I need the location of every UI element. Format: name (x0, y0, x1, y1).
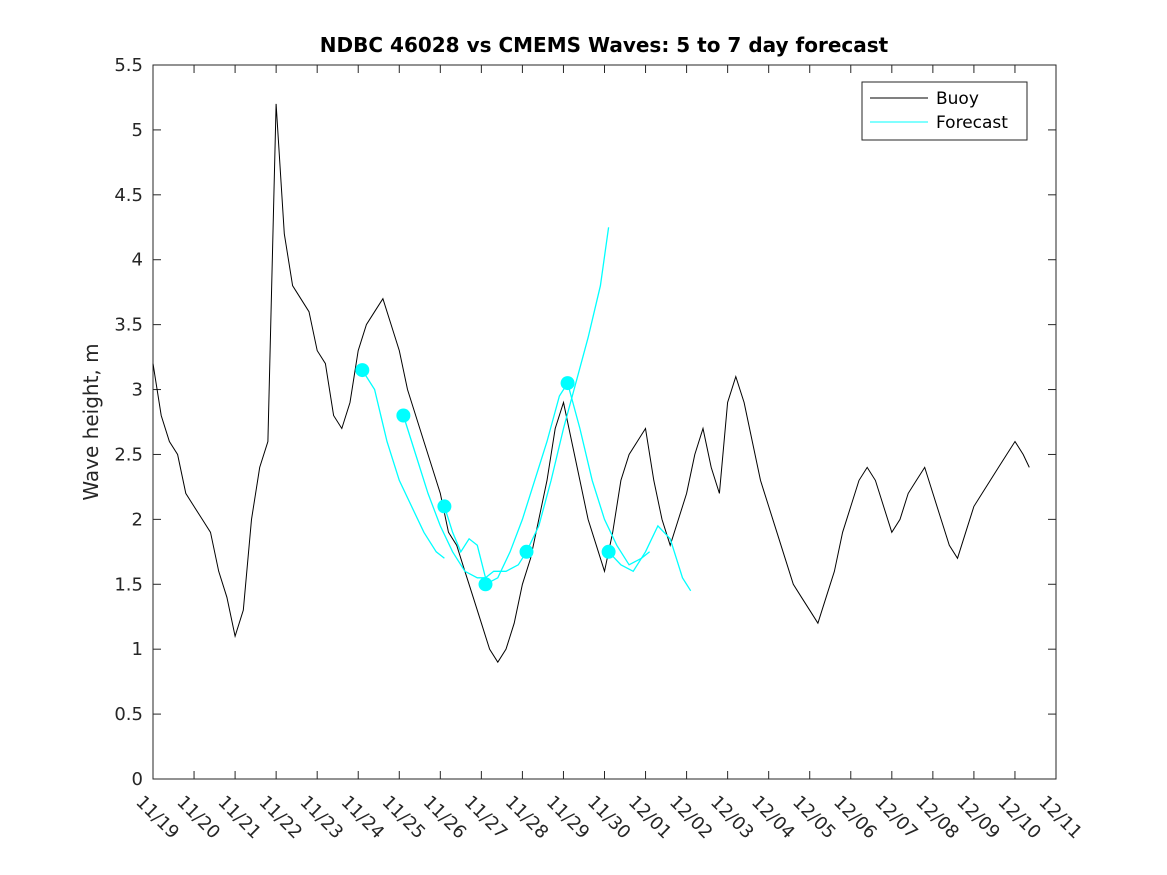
y-tick-label: 1.5 (114, 574, 143, 595)
forecast-line (361, 369, 445, 559)
forecast-line (525, 227, 610, 553)
forecast-line (485, 382, 569, 585)
y-axis-ticks: 0 0.5 1 1.5 2 2.5 3 3.5 4 4.5 5 5.5 (114, 55, 1056, 790)
y-tick-label: 2.5 (114, 444, 143, 465)
y-axis-label: Wave height, m (79, 343, 103, 500)
y-tick-label: 3.5 (114, 315, 143, 336)
y-tick-label: 5.5 (114, 55, 143, 76)
y-tick-label: 2 (132, 509, 143, 530)
forecast-marker (478, 577, 493, 592)
forecast-marker (601, 544, 616, 559)
forecast-line (608, 524, 692, 592)
legend-box (861, 81, 1028, 141)
y-tick-label: 3 (132, 380, 143, 401)
legend: Buoy Forecast (861, 81, 1028, 141)
forecast-marker (355, 363, 370, 378)
legend-buoy-label: Buoy (936, 89, 979, 109)
forecast-marker (519, 544, 534, 559)
buoy-line (152, 103, 1030, 664)
forecast-line (566, 382, 651, 566)
forecast-marker (437, 499, 452, 514)
forecast-line (443, 506, 528, 579)
y-tick-label: 4.5 (114, 185, 143, 206)
chart-title: NDBC 46028 vs CMEMS Waves: 5 to 7 day fo… (320, 33, 889, 57)
forecast-series (361, 227, 692, 592)
y-tick-label: 1 (132, 639, 143, 660)
forecast-marker (396, 408, 411, 423)
y-tick-label: 4 (132, 250, 143, 271)
y-tick-label: 5 (132, 120, 143, 141)
buoy-series (152, 103, 1030, 664)
forecast-markers (355, 363, 616, 592)
legend-forecast-label: Forecast (936, 113, 1008, 133)
plot-area-frame (152, 64, 1057, 780)
y-tick-label: 0 (132, 769, 143, 790)
forecast-marker (560, 376, 575, 391)
forecast-line (402, 415, 486, 579)
y-tick-label: 0.5 (114, 704, 143, 725)
